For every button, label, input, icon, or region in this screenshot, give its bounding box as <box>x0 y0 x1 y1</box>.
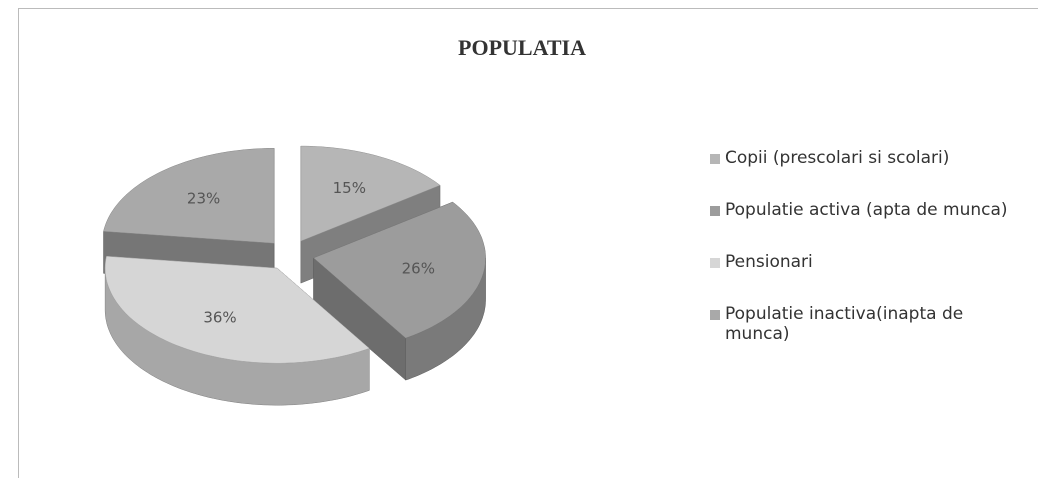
legend-label: Populatie activa (apta de munca) <box>725 200 1008 220</box>
legend-label: Copii (prescolari si scolari) <box>725 148 950 168</box>
slice <box>313 201 486 339</box>
legend-item: Populatie inactiva(inapta de munca) <box>710 304 1030 344</box>
legend-swatch <box>710 206 720 216</box>
legend-label: Populatie inactiva(inapta de munca) <box>725 304 964 344</box>
legend-label: Pensionari <box>725 252 813 272</box>
legend: Copii (prescolari si scolari) Populatie a… <box>710 148 1030 344</box>
legend-swatch <box>710 310 720 320</box>
slice <box>104 256 370 364</box>
slice <box>103 148 275 244</box>
data-label: 26% <box>402 259 435 277</box>
data-label: 36% <box>203 308 236 326</box>
legend-item: Copii (prescolari si scolari) <box>710 148 1030 200</box>
slice <box>300 145 441 242</box>
chart-frame <box>18 8 1038 478</box>
legend-item: Populatie activa (apta de munca) <box>710 200 1030 252</box>
data-label: 15% <box>333 179 366 197</box>
legend-item: Pensionari <box>710 252 1030 304</box>
legend-swatch <box>710 258 720 268</box>
data-label: 23% <box>187 190 220 208</box>
legend-swatch <box>710 154 720 164</box>
chart-title: POPULATIA <box>458 35 586 60</box>
